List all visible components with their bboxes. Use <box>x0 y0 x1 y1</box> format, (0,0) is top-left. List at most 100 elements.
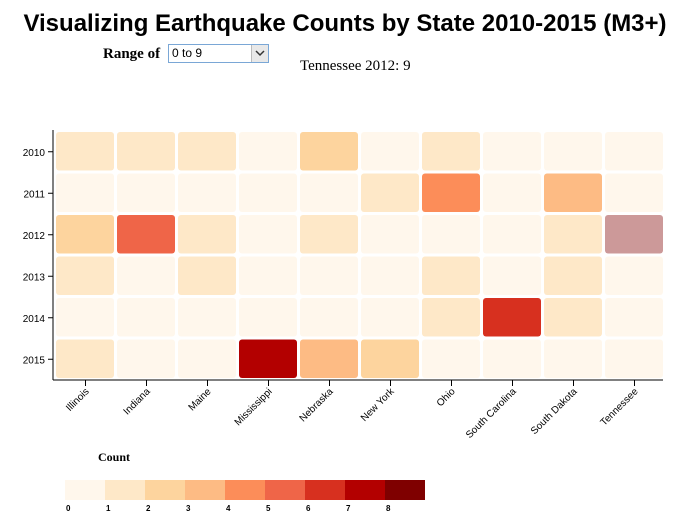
heatmap-cell[interactable] <box>483 256 541 296</box>
heatmap-cell[interactable] <box>605 215 663 254</box>
heatmap-cell[interactable] <box>239 298 297 337</box>
x-tick-label: Indiana <box>122 386 153 417</box>
heatmap-cell[interactable] <box>239 215 297 254</box>
heatmap-cell[interactable] <box>361 215 419 254</box>
heatmap-cell[interactable] <box>178 298 236 337</box>
heatmap-cell[interactable] <box>178 256 236 296</box>
x-axis-ticks: Illinois Indiana Maine Mississippi Nebraska N… <box>64 380 641 441</box>
heatmap-cell[interactable] <box>361 298 419 337</box>
heatmap-cell[interactable] <box>422 215 480 254</box>
heatmap-cell[interactable] <box>605 132 663 171</box>
heatmap-cell[interactable] <box>178 215 236 254</box>
x-tick-label: Ohio <box>435 386 458 409</box>
legend-title: Count <box>98 450 130 464</box>
heatmap-cell[interactable] <box>300 215 358 254</box>
heatmap-cell[interactable] <box>117 173 175 213</box>
x-tick-label: Mississippi <box>233 386 275 428</box>
legend-label: 6 <box>306 504 311 513</box>
heatmap-cell[interactable] <box>544 215 602 254</box>
y-tick-label: 2014 <box>23 314 46 325</box>
heatmap-cell[interactable] <box>361 339 419 379</box>
x-tick-label: Nebraska <box>298 386 336 424</box>
heatmap-cell[interactable] <box>239 256 297 296</box>
heatmap-cell[interactable] <box>117 256 175 296</box>
y-tick-label: 2010 <box>23 148 46 159</box>
heatmap-cell[interactable] <box>239 339 297 379</box>
y-tick-label: 2013 <box>23 272 46 283</box>
range-select[interactable]: 0 to 9 <box>168 44 269 63</box>
legend-swatch <box>65 480 105 500</box>
legend-label: 5 <box>266 504 271 513</box>
heatmap-cell[interactable] <box>422 173 480 213</box>
hover-info: Tennessee 2012: 9 <box>300 58 411 74</box>
heatmap-cell[interactable] <box>300 132 358 171</box>
heatmap-cell[interactable] <box>300 339 358 379</box>
legend-label: 1 <box>106 504 111 513</box>
heatmap-cell[interactable] <box>544 173 602 213</box>
heatmap-cell[interactable] <box>422 339 480 379</box>
heatmap-cell[interactable] <box>300 173 358 213</box>
heatmap-cell[interactable] <box>544 339 602 379</box>
legend-label: 0 <box>66 504 71 513</box>
legend-swatch <box>305 480 345 500</box>
heatmap-cell[interactable] <box>483 339 541 379</box>
heatmap-cell[interactable] <box>605 298 663 337</box>
range-select-value: 0 to 9 <box>172 46 203 60</box>
legend-swatch <box>185 480 225 500</box>
heatmap-cell[interactable] <box>361 132 419 171</box>
heatmap-cell[interactable] <box>300 256 358 296</box>
heatmap-cell[interactable] <box>361 173 419 213</box>
x-tick-label: South Carolina <box>464 386 519 441</box>
heatmap-cell[interactable] <box>178 339 236 379</box>
heatmap-cell[interactable] <box>56 256 114 296</box>
heatmap-cell[interactable] <box>117 298 175 337</box>
x-tick-label: South Dakota <box>529 386 580 437</box>
heatmap-cell[interactable] <box>56 173 114 213</box>
heatmap-cell[interactable] <box>56 132 114 171</box>
heatmap-cell[interactable] <box>483 132 541 171</box>
legend-label: 4 <box>226 504 231 513</box>
heatmap-cell[interactable] <box>422 298 480 337</box>
heatmap-cell[interactable] <box>178 173 236 213</box>
legend-swatch <box>225 480 265 500</box>
heatmap-cell[interactable] <box>361 256 419 296</box>
heatmap-cell[interactable] <box>56 298 114 337</box>
legend: 0 1 2 3 4 5 6 7 8 <box>65 480 425 513</box>
legend-swatch <box>345 480 385 500</box>
heatmap-cell[interactable] <box>605 256 663 296</box>
legend-label: 3 <box>186 504 191 513</box>
heatmap-cell[interactable] <box>178 132 236 171</box>
heatmap-cell[interactable] <box>239 173 297 213</box>
legend-label: 8 <box>386 504 391 513</box>
heatmap-cell[interactable] <box>605 173 663 213</box>
heatmap-cell[interactable] <box>117 339 175 379</box>
heatmap-cell[interactable] <box>483 298 541 337</box>
heatmap-cell[interactable] <box>239 132 297 171</box>
heatmap-cell[interactable] <box>300 298 358 337</box>
x-tick-label: Maine <box>187 386 214 413</box>
chevron-down-icon[interactable] <box>251 45 268 62</box>
y-tick-label: 2015 <box>23 355 46 366</box>
legend-swatch <box>385 480 425 500</box>
x-tick-label: Illinois <box>64 386 91 413</box>
heatmap-cell[interactable] <box>605 339 663 379</box>
heatmap-cell[interactable] <box>56 215 114 254</box>
heatmap-cell[interactable] <box>544 298 602 337</box>
x-tick-label: Tennessee <box>599 386 641 428</box>
range-label: Range of <box>103 46 161 62</box>
heatmap-cells <box>56 132 663 378</box>
heatmap-cell[interactable] <box>544 256 602 296</box>
heatmap-cell[interactable] <box>117 215 175 254</box>
heatmap-cell[interactable] <box>56 339 114 379</box>
heatmap-cell[interactable] <box>483 173 541 213</box>
y-tick-label: 2011 <box>23 189 45 200</box>
heatmap-cell[interactable] <box>422 256 480 296</box>
legend-swatch <box>105 480 145 500</box>
legend-swatch <box>265 480 305 500</box>
heatmap-cell[interactable] <box>422 132 480 171</box>
heatmap-cell[interactable] <box>483 215 541 254</box>
y-tick-label: 2012 <box>23 231 46 242</box>
heatmap-cell[interactable] <box>117 132 175 171</box>
heatmap-cell[interactable] <box>544 132 602 171</box>
